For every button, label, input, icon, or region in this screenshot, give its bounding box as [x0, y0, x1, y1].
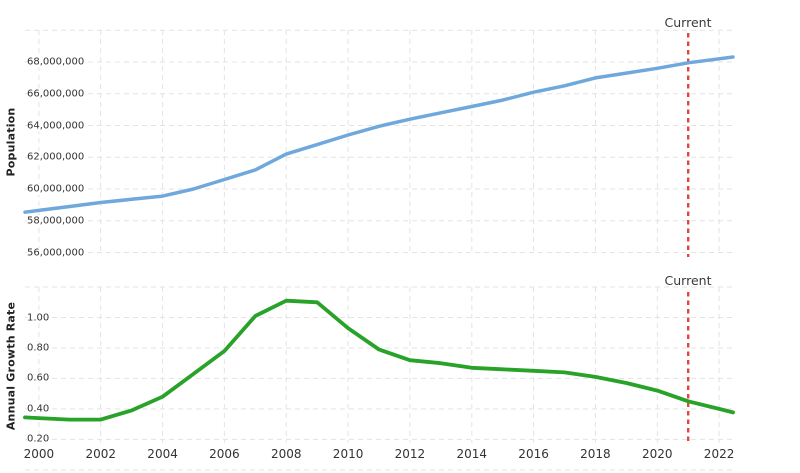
- x-tick-label: 2008: [270, 447, 302, 462]
- x-tick-label: 2020: [641, 447, 673, 462]
- y-tick-label: 0.20: [27, 433, 52, 445]
- population-line: [23, 55, 735, 214]
- annual-growth-rate-line: [23, 298, 735, 422]
- x-tick-label: 2012: [394, 447, 426, 462]
- x-tick-label: 2004: [147, 447, 178, 462]
- y-tick-label: 0.60: [27, 372, 52, 384]
- x-tick-label: 2022: [703, 447, 735, 462]
- y-axis-title-population: Population: [4, 107, 18, 177]
- y-tick-label: 62,000,000: [27, 151, 87, 163]
- x-tick-label: 2014: [456, 447, 488, 462]
- x-tick-label: 2000: [23, 447, 55, 462]
- y-tick-label: 68,000,000: [27, 56, 87, 68]
- x-tick-label: 2010: [332, 447, 364, 462]
- y-tick-label: 66,000,000: [27, 88, 87, 100]
- y-tick-label: 64,000,000: [27, 120, 87, 131]
- x-tick-label: 2018: [580, 447, 611, 462]
- current-annotation-label-bottom: Current: [664, 273, 712, 288]
- y-axis-title-growth-rate: Annual Growth Rate: [4, 301, 18, 431]
- y-tick-label: 0.80: [27, 342, 52, 354]
- y-tick-label: 0.40: [27, 403, 52, 415]
- y-tick-label: 56,000,000: [27, 247, 87, 258]
- x-tick-label: 2016: [518, 447, 549, 462]
- x-tick-label: 2006: [209, 447, 240, 462]
- x-tick-label: 2002: [85, 447, 117, 462]
- y-tick-label: 1.00: [27, 312, 52, 323]
- current-annotation-label-top: Current: [664, 15, 712, 30]
- y-tick-label: 58,000,000: [27, 215, 87, 227]
- y-tick-label: 60,000,000: [27, 183, 87, 195]
